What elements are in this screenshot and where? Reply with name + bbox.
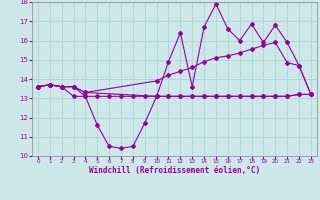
X-axis label: Windchill (Refroidissement éolien,°C): Windchill (Refroidissement éolien,°C) — [89, 166, 260, 175]
